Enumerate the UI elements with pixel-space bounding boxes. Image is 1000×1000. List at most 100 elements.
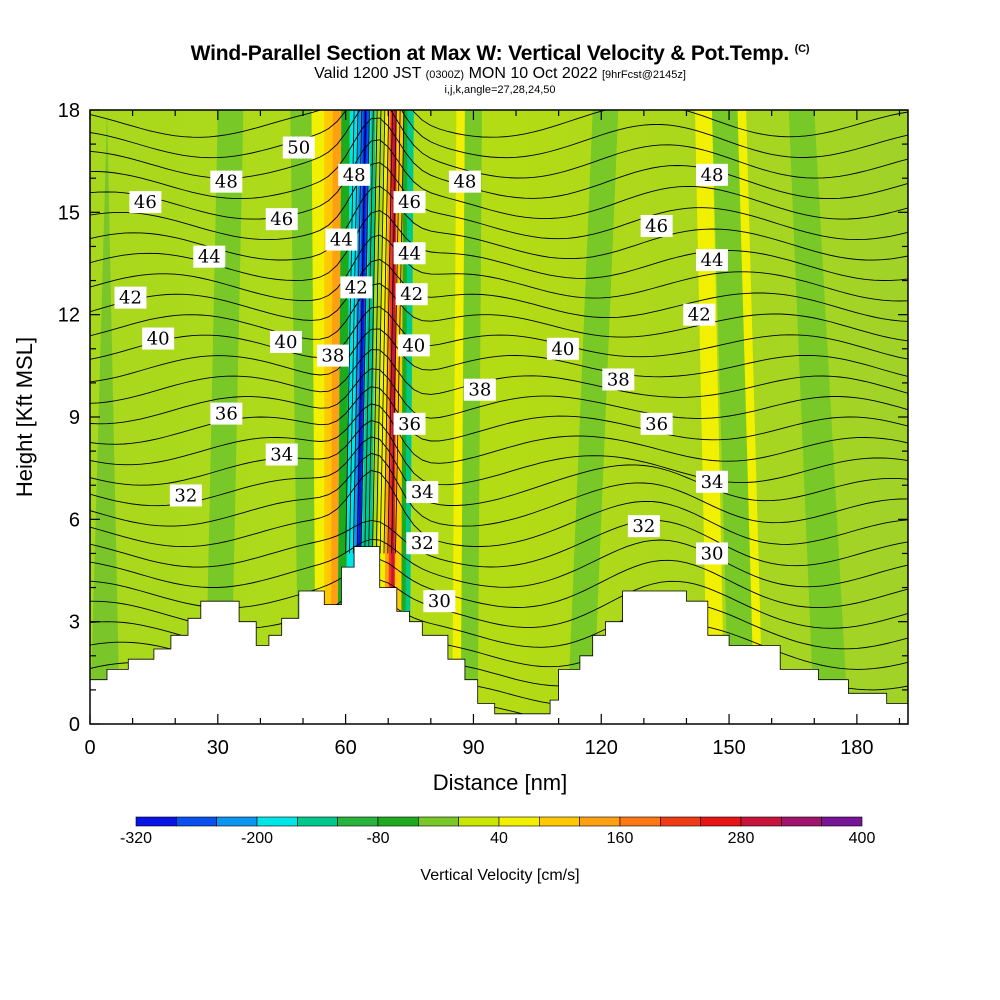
contour-label: 46	[134, 192, 157, 213]
contour-label-box	[640, 412, 673, 435]
contour-label: 48	[701, 165, 724, 186]
contour-label: 44	[330, 230, 353, 251]
contour-label-box	[340, 276, 373, 299]
colorbar-swatch	[821, 816, 863, 827]
y-tick-label: 18	[58, 100, 80, 122]
theta-contour-line	[90, 470, 908, 548]
contour-label: 40	[551, 339, 574, 360]
y-tick-label: 15	[58, 202, 80, 224]
colorbar-swatch	[377, 816, 419, 827]
contour-label-box	[129, 191, 162, 214]
contour-label-box	[265, 443, 298, 466]
contour-label: 32	[632, 516, 655, 537]
theta-contour-line	[90, 110, 908, 138]
theta-contour-line	[90, 403, 908, 466]
contour-label-box	[282, 136, 315, 159]
contour-label: 34	[411, 482, 434, 503]
contour-label-box	[316, 344, 349, 367]
theta-contour-line	[90, 110, 908, 159]
theta-contour-line	[391, 110, 401, 554]
contour-label-box	[193, 245, 226, 268]
colorbar-label: -320	[120, 830, 152, 847]
colorbar-label: 40	[490, 830, 508, 847]
contour-label-box	[397, 334, 430, 357]
theta-contour-line	[90, 436, 908, 507]
contour-label: 42	[119, 288, 142, 309]
contour-label: 46	[270, 209, 293, 230]
contour-label-box	[696, 249, 729, 272]
contour-label: 42	[400, 284, 423, 305]
theta-contour-line	[90, 210, 908, 281]
contour-label: 48	[343, 165, 366, 186]
colorbar-swatch	[700, 816, 742, 827]
theta-contour-line	[368, 110, 378, 554]
colorbar-swatch	[256, 816, 298, 827]
colorbar-swatch	[216, 816, 258, 827]
contour-label-box	[406, 532, 439, 555]
theta-contour-line	[90, 117, 908, 200]
y-tick-label: 6	[69, 509, 80, 531]
copyright-mark: (C)	[794, 43, 810, 55]
colorbar-title: Vertical Velocity [cm/s]	[420, 867, 579, 884]
theta-contour-line	[90, 234, 908, 302]
theta-contour-line	[90, 452, 908, 527]
contour-label-box	[640, 214, 673, 237]
theta-contour-line	[372, 110, 382, 554]
contour-label: 30	[428, 591, 451, 612]
colorbar-swatch	[660, 816, 701, 827]
x-tick-label: 90	[462, 737, 484, 759]
colorbar-swatch	[579, 816, 621, 827]
y-axis-title: Height [Kft MSL]	[12, 337, 37, 497]
theta-contour-line	[90, 349, 908, 404]
contour-label-box	[338, 163, 371, 186]
contour-label-box	[406, 481, 439, 504]
contour-label: 38	[468, 380, 491, 401]
chart-header: Wind-Parallel Section at Max W: Vertical…	[0, 38, 1000, 97]
contour-label-box	[602, 368, 635, 391]
theta-contour-line	[375, 110, 386, 554]
contour-label: 50	[287, 138, 310, 159]
colorbar-swatch	[337, 816, 379, 827]
contour-label: 34	[270, 445, 293, 466]
x-tick-label: 150	[712, 737, 745, 759]
contour-label-box	[393, 412, 426, 435]
contour-label: 34	[701, 472, 724, 493]
contour-label-box	[463, 378, 496, 401]
y-tick-label: 3	[69, 612, 80, 634]
x-tick-label: 120	[585, 737, 618, 759]
colorbar: -320 -200 -80 40 160 280 400	[120, 816, 876, 847]
theta-contour-line	[90, 328, 908, 383]
contour-label-box	[265, 208, 298, 231]
contour-label: 46	[398, 192, 421, 213]
contour-label-box	[142, 327, 175, 350]
theta-contour-line	[90, 368, 908, 425]
theta-contour-line	[90, 259, 908, 322]
contour-label-box	[269, 330, 302, 353]
contour-label: 48	[453, 172, 476, 193]
contour-label: 46	[645, 216, 668, 237]
colorbar-swatch	[498, 816, 540, 827]
chart-title: Wind-Parallel Section at Max W: Vertical…	[190, 42, 810, 65]
theta-contour-line	[90, 283, 908, 342]
colorbar-label: 400	[849, 830, 876, 847]
colorbar-label: -80	[366, 830, 389, 847]
theta-contour-line	[90, 162, 908, 241]
contour-label: 30	[701, 543, 724, 564]
velocity-band	[460, 110, 482, 724]
contour-label-box	[448, 170, 481, 193]
theta-contour-line	[90, 420, 908, 486]
contour-label-box	[546, 337, 579, 360]
theta-contour-line	[90, 185, 908, 261]
colorbar-swatch	[418, 816, 459, 827]
velocity-band	[737, 110, 764, 724]
terrain-mask	[90, 546, 908, 724]
contour-label: 38	[607, 369, 630, 390]
theta-contour-line	[379, 110, 390, 554]
x-tick-label: 180	[840, 737, 873, 759]
contour-label-box	[683, 303, 716, 326]
y-tick-label: 12	[58, 305, 80, 327]
y-tick-label: 0	[69, 714, 80, 736]
colorbar-swatch	[619, 816, 661, 827]
contour-label-box	[210, 402, 243, 425]
